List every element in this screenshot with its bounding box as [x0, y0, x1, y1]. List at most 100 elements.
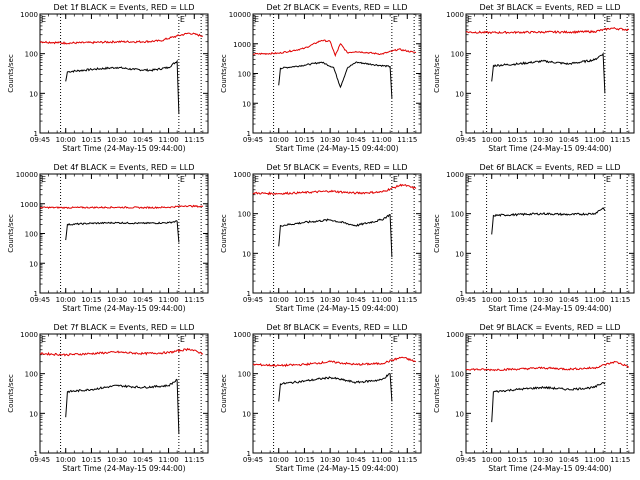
y-tick-label: 1 [34, 450, 38, 458]
y-tick-label: 10 [455, 410, 464, 418]
x-tick-label: 11:00 [158, 296, 178, 304]
x-tick-label: 10:45 [133, 296, 153, 304]
event-marker-label: E [180, 335, 185, 344]
x-axis-label: Start Time (24-May-15 09:44:00) [488, 144, 611, 153]
panel-title: Det 6f BLACK = Events, RED = LLD [479, 163, 620, 172]
x-tick-label: 10:15 [81, 136, 101, 144]
x-tick-label: 10:15 [81, 296, 101, 304]
x-tick-label: 11:00 [158, 136, 178, 144]
y-tick-label: 10 [242, 100, 251, 108]
y-tick-label: 1000 [233, 331, 251, 339]
lld-series-line [252, 39, 417, 58]
x-tick-label: 10:30 [533, 296, 553, 304]
y-tick-label: 100 [25, 231, 38, 239]
y-tick-label: 1 [247, 130, 251, 138]
y-tick-label: 10 [242, 410, 251, 418]
panel-title: Det 8f BLACK = Events, RED = LLD [266, 323, 407, 332]
y-tick-label: 1000 [20, 11, 38, 19]
event-marker-label: E [393, 335, 398, 344]
start-marker-label: E [254, 15, 259, 24]
lld-series-line [465, 360, 630, 372]
plot-frame [465, 173, 635, 294]
panel-title: Det 2f BLACK = Events, RED = LLD [266, 3, 407, 12]
x-tick-label: 09:45 [30, 296, 50, 304]
y-axis-label: Counts/sec [220, 54, 228, 93]
x-tick-label: 09:45 [243, 456, 263, 464]
x-tick-label: 10:30 [320, 136, 340, 144]
event-marker-label: E [180, 15, 185, 24]
plot-frame [252, 173, 422, 294]
start-marker-label: E [41, 15, 46, 24]
lld-series-line [39, 32, 204, 45]
x-tick-label: 10:15 [507, 456, 527, 464]
events-series-line [278, 373, 393, 402]
y-tick-label: 1000 [446, 171, 464, 179]
x-axis-label: Start Time (24-May-15 09:44:00) [275, 464, 398, 473]
x-tick-label: 11:00 [371, 456, 391, 464]
x-tick-label: 10:00 [482, 456, 502, 464]
x-tick-label: 11:00 [584, 136, 604, 144]
y-tick-label: 1 [34, 290, 38, 298]
event-marker-label: E [606, 175, 611, 184]
y-tick-label: 10000 [16, 171, 38, 179]
events-series-line [65, 59, 180, 115]
panel-title: Det 1f BLACK = Events, RED = LLD [53, 3, 194, 12]
x-axis-label: Start Time (24-May-15 09:44:00) [488, 464, 611, 473]
x-tick-label: 11:00 [158, 456, 178, 464]
plot-frame [252, 13, 422, 134]
plot-frame [39, 333, 209, 454]
x-tick-label: 11:15 [610, 456, 630, 464]
x-tick-label: 10:45 [559, 296, 579, 304]
x-tick-label: 10:30 [320, 296, 340, 304]
x-tick-label: 09:45 [456, 136, 476, 144]
x-tick-label: 09:45 [456, 296, 476, 304]
y-tick-label: 1 [247, 290, 251, 298]
y-tick-label: 100 [238, 211, 251, 219]
start-marker-label: E [254, 175, 259, 184]
y-axis-label: Counts/sec [7, 214, 15, 253]
x-tick-label: 10:00 [56, 456, 76, 464]
panel-title: Det 3f BLACK = Events, RED = LLD [479, 3, 620, 12]
panel-det-1: Det 1f BLACK = Events, RED = LLD 1 10 100 10… [7, 3, 209, 153]
x-tick-label: 11:15 [610, 136, 630, 144]
y-tick-label: 100 [25, 51, 38, 59]
y-tick-label: 10 [29, 260, 38, 268]
x-axis-label: Start Time (24-May-15 09:44:00) [62, 464, 185, 473]
y-tick-label: 10 [455, 250, 464, 258]
x-axis-label: Start Time (24-May-15 09:44:00) [488, 304, 611, 313]
x-tick-label: 11:15 [397, 296, 417, 304]
y-tick-label: 10 [29, 90, 38, 98]
event-marker-label: E [606, 335, 611, 344]
plot-frame [39, 173, 209, 294]
x-tick-label: 10:00 [482, 136, 502, 144]
x-tick-label: 10:30 [107, 456, 127, 464]
x-tick-label: 10:30 [107, 136, 127, 144]
panel-det-6: Det 6f BLACK = Events, RED = LLD 1 10 100 10… [433, 163, 635, 313]
lld-series-line [465, 26, 630, 35]
y-tick-label: 100 [238, 371, 251, 379]
x-axis-label: Start Time (24-May-15 09:44:00) [275, 304, 398, 313]
y-tick-label: 10000 [229, 11, 251, 19]
y-tick-label: 1000 [20, 331, 38, 339]
x-axis-label: Start Time (24-May-15 09:44:00) [275, 144, 398, 153]
y-tick-label: 10 [242, 250, 251, 258]
panel-det-8: Det 8f BLACK = Events, RED = LLD 1 10 100 10… [220, 323, 422, 473]
panel-det-5: Det 5f BLACK = Events, RED = LLD 1 10 100 10… [220, 163, 422, 313]
x-tick-label: 10:00 [56, 296, 76, 304]
events-series-line [65, 220, 180, 243]
x-tick-label: 10:00 [269, 296, 289, 304]
start-marker-label: E [254, 335, 259, 344]
event-marker-label: E [393, 175, 398, 184]
plot-frame [465, 13, 635, 134]
x-tick-label: 10:30 [107, 296, 127, 304]
x-tick-label: 11:15 [184, 296, 204, 304]
x-tick-label: 11:00 [371, 296, 391, 304]
events-series-line [491, 207, 606, 235]
y-tick-label: 10 [29, 410, 38, 418]
x-tick-label: 10:45 [559, 136, 579, 144]
panel-det-9: Det 9f BLACK = Events, RED = LLD 1 10 100 10… [433, 323, 635, 473]
events-series-line [278, 214, 393, 258]
x-tick-label: 10:15 [294, 296, 314, 304]
panel-title: Det 9f BLACK = Events, RED = LLD [479, 323, 620, 332]
x-tick-label: 10:45 [133, 136, 153, 144]
